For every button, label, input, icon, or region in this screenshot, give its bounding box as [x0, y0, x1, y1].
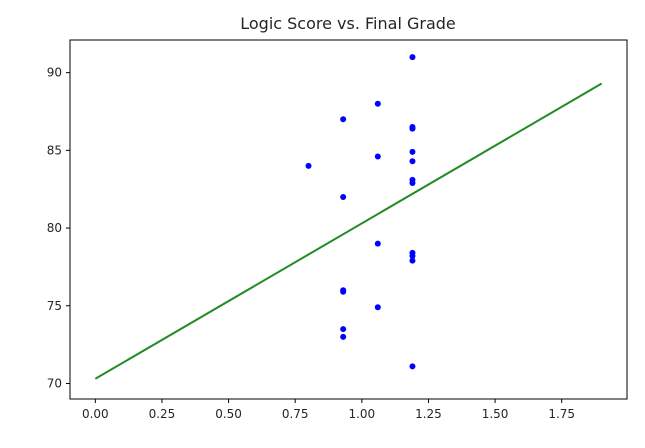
y-tick-label: 75: [47, 299, 62, 313]
data-point: [409, 363, 416, 370]
x-tick-label: 0.25: [149, 407, 176, 421]
data-point: [340, 333, 347, 340]
data-point: [374, 304, 381, 311]
x-tick-label: 0.00: [82, 407, 109, 421]
y-tick-label: 90: [47, 66, 62, 80]
axes-layer: 0.00 0.25 0.50 0.75 1.00 1.25 1.50 1.75 70 75 80 85…: [47, 66, 575, 421]
plot-frame: [69, 39, 628, 400]
x-tick-label: 1.00: [348, 407, 375, 421]
data-point: [409, 148, 416, 155]
data-point: [409, 179, 416, 186]
data-point: [305, 162, 312, 169]
data-point: [340, 326, 347, 333]
plot-area: 0.00 0.25 0.50 0.75 1.00 1.25 1.50 1.75 70 75 80 85…: [47, 39, 628, 421]
data-point: [374, 100, 381, 107]
data-point: [374, 240, 381, 247]
y-tick-label: 80: [47, 221, 62, 235]
data-point: [409, 158, 416, 165]
data-point: [409, 257, 416, 264]
y-tick-label: 85: [47, 143, 62, 157]
y-tick-label: 70: [47, 376, 62, 390]
x-tick-label: 0.50: [215, 407, 242, 421]
series-layer: [94, 54, 603, 380]
data-point: [340, 193, 347, 200]
data-point: [340, 116, 347, 123]
data-point: [409, 125, 416, 132]
data-point: [340, 288, 347, 295]
data-point: [374, 153, 381, 160]
chart-title: Logic Score vs. Final Grade: [240, 14, 456, 33]
data-point: [409, 54, 416, 61]
data-point: [409, 253, 416, 260]
x-tick-label: 1.75: [548, 407, 575, 421]
x-tick-label: 1.25: [415, 407, 442, 421]
x-tick-label: 1.50: [482, 407, 509, 421]
x-tick-label: 0.75: [282, 407, 309, 421]
regression-line: [94, 82, 603, 380]
